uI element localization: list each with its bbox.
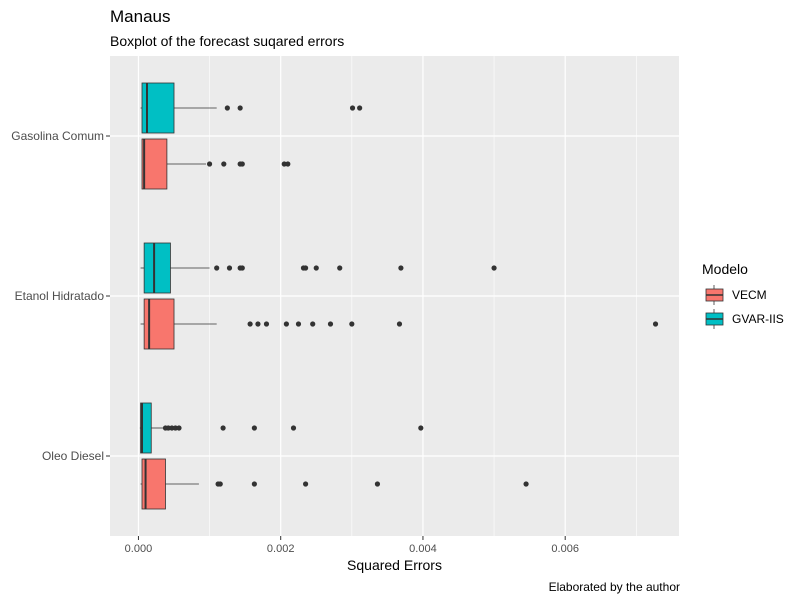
outlier-point <box>310 321 316 327</box>
grid-lines <box>110 56 679 536</box>
y-category-label: Etanol Hidratado <box>15 289 105 303</box>
outlier-point <box>337 265 343 271</box>
outlier-point <box>523 481 529 487</box>
box-vecm <box>140 298 659 350</box>
outlier-point <box>221 161 227 167</box>
chart-subtitle: Boxplot of the forecast suqared errors <box>110 33 344 49</box>
outlier-point <box>295 321 302 327</box>
outlier-point <box>398 265 404 271</box>
outlier-point <box>172 425 179 431</box>
x-tick-label: 0.006 <box>551 543 579 555</box>
box-vecm <box>141 138 291 190</box>
outlier-point <box>239 265 245 271</box>
box-iqr <box>143 242 171 294</box>
chart-caption: Elaborated by the author <box>549 580 680 594</box>
box-series <box>139 82 659 510</box>
outlier-point <box>349 321 355 327</box>
x-tick-label: 0.004 <box>409 543 437 555</box>
outlier-point <box>396 321 403 327</box>
y-category-label: Oleo Diesel <box>42 449 104 463</box>
x-axis: 0.000 0.002 0.004 0.006 <box>125 536 579 555</box>
outlier-point <box>652 321 659 327</box>
outlier-point <box>302 265 309 271</box>
box-iqr <box>141 458 166 510</box>
outlier-point <box>165 425 171 431</box>
outlier-point <box>491 265 497 271</box>
legend: Modelo VECM GVAR-IIS <box>702 261 784 329</box>
outlier-point <box>214 265 220 271</box>
outlier-point <box>283 321 289 327</box>
legend-label: GVAR-IIS <box>732 312 784 326</box>
box-gvar-iis <box>140 242 497 294</box>
outlier-point <box>251 481 257 487</box>
outlier-point <box>251 425 257 431</box>
outlier-point <box>349 105 356 111</box>
box-iqr <box>140 402 152 454</box>
outlier-point <box>226 265 233 271</box>
outlier-point <box>263 321 270 327</box>
outlier-point <box>313 265 319 271</box>
outlier-point <box>247 321 253 327</box>
x-axis-title: Squared Errors <box>347 557 442 573</box>
legend-label: VECM <box>732 288 767 302</box>
outlier-point <box>176 425 182 431</box>
outlier-point <box>374 481 381 487</box>
legend-title: Modelo <box>702 261 748 277</box>
outlier-point <box>302 481 309 487</box>
y-axis: Gasolina Comum Etanol Hidratado Oleo Diese… <box>11 129 110 463</box>
outlier-point <box>285 161 291 167</box>
outlier-point <box>224 105 230 111</box>
x-tick-label: 0.002 <box>267 543 295 555</box>
outlier-point <box>239 161 245 167</box>
outlier-point <box>217 481 223 487</box>
outlier-point <box>281 161 287 167</box>
chart-title: Manaus <box>110 7 170 26</box>
x-tick-label: 0.000 <box>125 543 153 555</box>
outlier-point <box>220 425 226 431</box>
y-category-label: Gasolina Comum <box>11 129 104 143</box>
outlier-point <box>169 425 175 431</box>
box-vecm <box>140 458 529 510</box>
outlier-point <box>255 321 261 327</box>
box-gvar-iis <box>140 82 363 134</box>
outlier-point <box>237 105 243 111</box>
outlier-point <box>206 161 213 167</box>
outlier-point <box>327 321 334 327</box>
outlier-point <box>357 105 363 111</box>
box-iqr <box>141 138 168 190</box>
box-gvar-iis <box>139 402 424 454</box>
outlier-point <box>290 425 297 431</box>
outlier-point <box>418 425 424 431</box>
